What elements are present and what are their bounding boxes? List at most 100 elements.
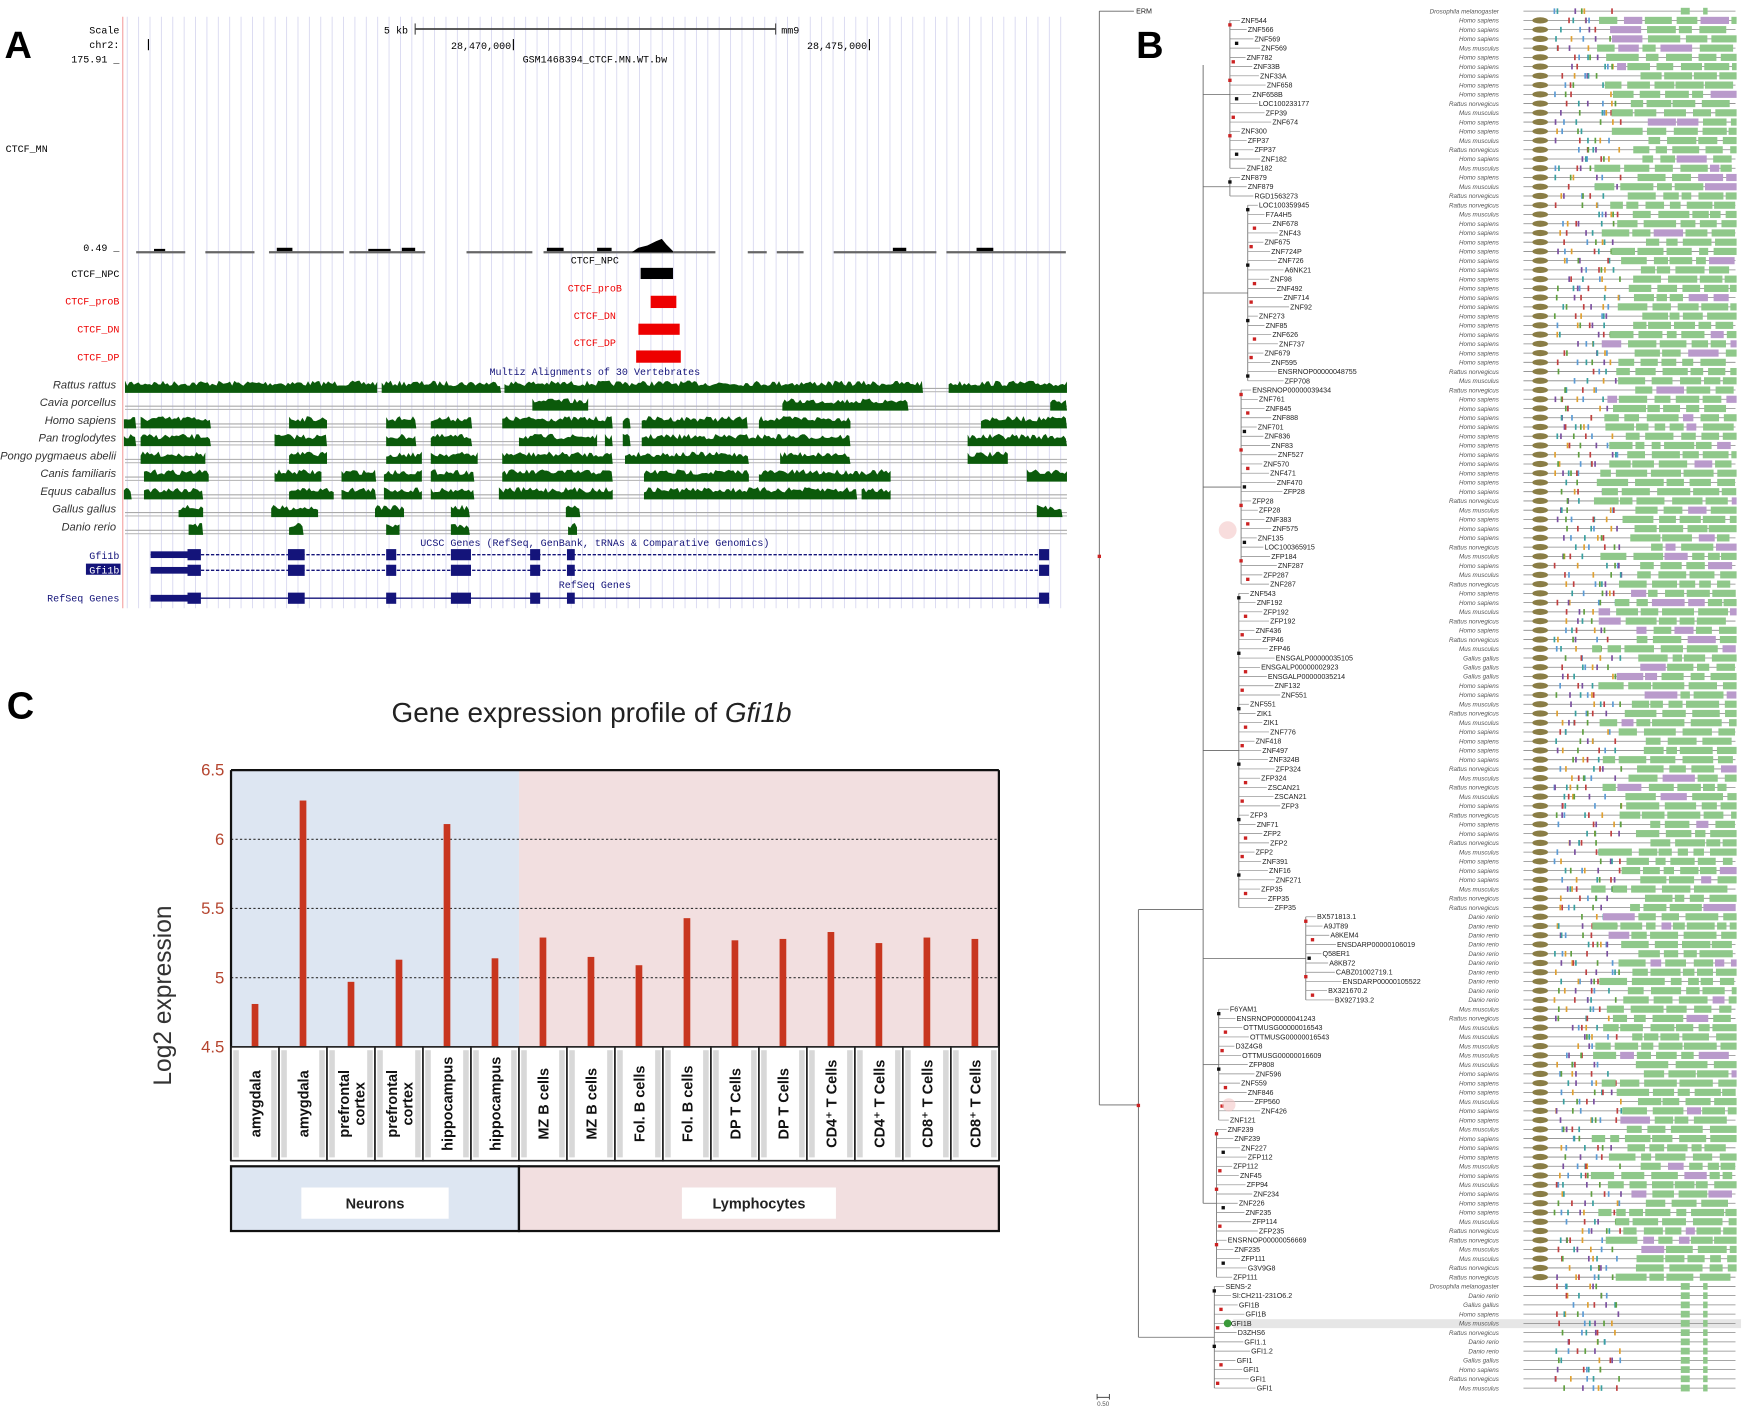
tree-leaf-row[interactable]: ZNF846 Homo sapiens [1248, 1088, 1736, 1097]
exon-block[interactable] [1039, 549, 1050, 561]
tree-leaf-row[interactable]: ENSRNOP00000056669 Rattus norvegicus [1228, 1236, 1737, 1245]
exon-block[interactable] [566, 592, 575, 604]
tree-leaf-row[interactable]: ZNF83 Homo sapiens [1271, 441, 1736, 450]
tree-leaf-row[interactable]: ZNF383 Homo sapiens [1266, 515, 1737, 524]
tree-leaf-row[interactable]: ZNF182 Mus musculus [1247, 164, 1736, 173]
tree-leaf-row[interactable]: ZNF570 Homo sapiens [1263, 460, 1736, 468]
peak-block[interactable] [650, 295, 677, 309]
tree-leaf-row[interactable]: GFI1 Rattus norvegicus [1250, 1375, 1736, 1383]
tree-leaf-row[interactable]: GFI1B Mus musculus [1223, 1319, 1736, 1328]
tree-leaf-row[interactable]: ZNF544 Homo sapiens [1241, 16, 1737, 25]
tree-leaf-row[interactable]: GFI1.1 Danio rerio [1244, 1338, 1736, 1346]
tree-leaf-row[interactable]: ZNF471 Homo sapiens [1270, 469, 1737, 478]
exon-block[interactable] [450, 592, 471, 604]
bar[interactable] [731, 940, 739, 1047]
tree-leaf-row[interactable]: SENS-2 Drosophila melanogaster [1225, 1283, 1736, 1291]
tree-leaf-row[interactable]: ZNF324B Homo sapiens [1269, 756, 1736, 764]
tree-leaf-row[interactable]: GFI1B Homo sapiens [1246, 1311, 1736, 1319]
tree-leaf-row[interactable]: ENSRNOP00000041243 Rattus norvegicus [1237, 1014, 1736, 1023]
tree-leaf-row[interactable]: ZNF426 Homo sapiens [1261, 1107, 1737, 1115]
exon-block[interactable] [150, 594, 188, 602]
exon-block[interactable] [187, 549, 201, 561]
tree-leaf-row[interactable]: ZNF527 Homo sapiens [1278, 451, 1737, 459]
tree-leaf-row[interactable]: ZFP28 Homo sapiens [1283, 488, 1737, 496]
bar[interactable] [539, 937, 547, 1047]
tree-leaf-row[interactable]: ZNF595 Homo sapiens [1271, 358, 1736, 367]
tree-leaf-row[interactable]: ZNF724P Homo sapiens [1271, 247, 1737, 256]
tree-leaf-row[interactable]: ZNF626 Homo sapiens [1272, 331, 1737, 339]
bar[interactable] [635, 965, 643, 1047]
tree-leaf-row[interactable]: ZNF678 Homo sapiens [1272, 220, 1737, 228]
tree-leaf-row[interactable]: ZNF761 Homo sapiens [1259, 395, 1737, 404]
tree-leaf-row[interactable]: ZFP35 Mus musculus [1261, 885, 1736, 894]
bar[interactable] [923, 937, 931, 1047]
tree-leaf-row[interactable]: ENSDARP00000105522 Danio rerio [1343, 977, 1736, 986]
exon-block[interactable] [386, 549, 397, 561]
tree-leaf-row[interactable]: GFI1 Gallus gallus [1237, 1357, 1736, 1365]
bar[interactable] [443, 824, 451, 1047]
tree-leaf-row[interactable]: ZFP37 Mus musculus [1248, 136, 1737, 145]
tree-leaf-row[interactable]: ZNF776 Homo sapiens [1270, 728, 1736, 736]
tree-leaf-row[interactable]: ZFP2 Mus musculus [1256, 848, 1737, 857]
tree-leaf-row[interactable]: ZNF300 Homo sapiens [1241, 127, 1737, 136]
tree-leaf-row[interactable]: SI:CH211-231O6.2 Danio rerio [1232, 1292, 1736, 1300]
tree-leaf-row[interactable]: ZNF737 Homo sapiens [1279, 340, 1737, 348]
tree-leaf-row[interactable]: ZFP560 Mus musculus [1254, 1098, 1737, 1106]
tree-leaf-row[interactable]: A8KEM4 Danio rerio [1330, 931, 1737, 940]
label-ctcf-dp[interactable]: CTCF_DP [77, 353, 119, 364]
tree-leaf-row[interactable]: Q58ER1 Danio rerio [1323, 950, 1736, 958]
tree-leaf-row[interactable]: ZNF675 Homo sapiens [1265, 238, 1737, 247]
tree-leaf-row[interactable]: OTTMUSG00000016543 Mus musculus [1243, 1024, 1737, 1032]
tree-leaf-row[interactable]: ZNF391 Homo sapiens [1262, 857, 1736, 866]
tree-leaf-row[interactable]: D3Z4G8 Mus musculus [1235, 1042, 1737, 1051]
tree-leaf-row[interactable]: ZNF192 Homo sapiens [1257, 599, 1737, 607]
tree-leaf-row[interactable]: ZFP235 Rattus norvegicus [1259, 1227, 1737, 1235]
label-ctcf-dn[interactable]: CTCF_DN [77, 326, 119, 337]
tree-leaf-row[interactable]: BX571813.1 Danio rerio [1317, 913, 1737, 921]
tree-leaf-row[interactable]: ZNF492 Homo sapiens [1277, 284, 1737, 293]
tree-leaf-row[interactable]: ZNF121 Homo sapiens [1230, 1116, 1736, 1125]
tree-leaf-row[interactable]: ZFP39 Mus musculus [1266, 109, 1737, 117]
tree-leaf-row[interactable]: ZNF16 Homo sapiens [1269, 867, 1737, 875]
tree-leaf-row[interactable]: ZFP3 Homo sapiens [1281, 802, 1737, 810]
tree-leaf-row[interactable]: ZNF43 Homo sapiens [1279, 229, 1736, 237]
tree-leaf-row[interactable]: ZNF845 Homo sapiens [1266, 404, 1736, 413]
tree-leaf-row[interactable]: ZNF569 Homo sapiens [1254, 35, 1737, 43]
tree-leaf-row[interactable]: ZNF879 Mus musculus [1248, 183, 1737, 191]
peak-block[interactable] [636, 350, 681, 363]
tree-leaf-row[interactable]: ZFP2 Rattus norvegicus [1270, 839, 1737, 847]
tree-leaf-row[interactable]: ZNF227 Homo sapiens [1241, 1144, 1736, 1152]
tree-leaf-row[interactable]: ZFP46 Mus musculus [1269, 645, 1736, 653]
tree-leaf-row[interactable]: ZNF418 Homo sapiens [1256, 737, 1736, 746]
exon-block[interactable] [450, 549, 471, 561]
bar[interactable] [683, 918, 691, 1047]
bar[interactable] [347, 981, 355, 1047]
peak-block[interactable] [638, 323, 680, 335]
tree-leaf-row[interactable]: ZNF71 Homo sapiens [1257, 820, 1736, 829]
tree-leaf-row[interactable]: LOC100233177 Rattus norvegicus [1259, 99, 1736, 108]
tree-leaf-row[interactable]: ZFP111 Mus musculus [1241, 1255, 1737, 1263]
bar[interactable] [587, 956, 595, 1047]
tree-leaf-row[interactable]: ZFP287 Mus musculus [1263, 571, 1737, 579]
tree-leaf-row[interactable]: GFI1.2 Danio rerio [1251, 1348, 1736, 1356]
tree-leaf-row[interactable]: ZNF596 Homo sapiens [1256, 1070, 1737, 1078]
tree-leaf-row[interactable]: ZNF679 Homo sapiens [1265, 349, 1737, 358]
tree-leaf-row[interactable]: ZFP3 Rattus norvegicus [1250, 811, 1737, 820]
tree-leaf-row[interactable]: A6NK21 Homo sapiens [1285, 266, 1736, 274]
tree-leaf-row[interactable]: ZNF559 Homo sapiens [1241, 1079, 1737, 1088]
tree-leaf-row[interactable]: ZFP708 Mus musculus [1285, 377, 1737, 385]
exon-block[interactable] [530, 592, 541, 604]
exon-block[interactable] [386, 564, 397, 576]
bar[interactable] [971, 938, 979, 1047]
exon-block[interactable] [150, 566, 188, 574]
tree-leaf-row[interactable]: ZNF701 Homo sapiens [1258, 423, 1736, 431]
tree-leaf-row[interactable]: OTTMUSG00000016543 Mus musculus [1250, 1033, 1737, 1041]
tree-leaf-row[interactable]: RGD1563273 Rattus norvegicus [1254, 192, 1737, 200]
tree-leaf-row[interactable]: G3V9G8 Rattus norvegicus [1248, 1264, 1737, 1272]
tree-leaf-row[interactable]: ENSGALP00000035214 Gallus gallus [1268, 672, 1737, 681]
bar[interactable] [299, 800, 307, 1047]
tree-leaf-row[interactable]: ZNF132 Homo sapiens [1275, 682, 1737, 690]
tree-leaf-row[interactable]: ZFP112 Homo sapiens [1248, 1153, 1737, 1162]
tree-leaf-row[interactable]: ENSRNOP00000039434 Rattus norvegicus [1252, 386, 1736, 394]
exon-block[interactable] [1039, 592, 1050, 604]
